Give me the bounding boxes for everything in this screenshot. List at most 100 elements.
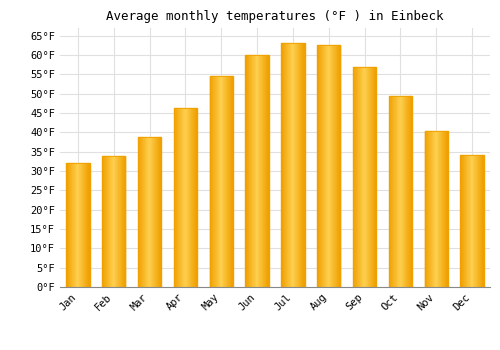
Bar (475, 155, 476, 287)
Bar (265, 55, 266, 287)
Bar (408, 96, 409, 287)
Bar (188, 108, 190, 287)
Bar (141, 137, 142, 287)
Bar (434, 131, 436, 287)
Bar (424, 131, 448, 287)
Bar (190, 108, 191, 287)
Bar (66, 162, 67, 287)
Bar (105, 156, 106, 287)
Bar (211, 76, 212, 287)
Bar (294, 43, 295, 287)
Bar (474, 155, 475, 287)
Bar (85, 162, 86, 287)
Bar (460, 155, 461, 287)
Bar (262, 55, 264, 287)
Bar (89, 162, 90, 287)
Bar (330, 45, 331, 287)
Bar (179, 108, 180, 287)
Bar (116, 156, 117, 287)
Bar (232, 76, 233, 287)
Bar (335, 45, 336, 287)
Bar (363, 66, 364, 287)
Bar (303, 43, 304, 287)
Bar (321, 45, 322, 287)
Bar (443, 131, 444, 287)
Bar (370, 66, 371, 287)
Bar (151, 137, 152, 287)
Bar (359, 66, 360, 287)
Bar (368, 66, 369, 287)
Bar (180, 108, 181, 287)
Bar (357, 66, 358, 287)
Bar (409, 96, 410, 287)
Bar (158, 137, 159, 287)
Bar (327, 45, 328, 287)
Bar (284, 43, 285, 287)
Bar (80, 162, 81, 287)
Bar (71, 162, 72, 287)
Bar (356, 66, 357, 287)
Bar (228, 76, 229, 287)
Bar (267, 55, 268, 287)
Bar (426, 131, 427, 287)
Bar (446, 131, 447, 287)
Bar (432, 131, 433, 287)
Bar (399, 96, 400, 287)
Bar (252, 55, 253, 287)
Bar (406, 96, 408, 287)
Bar (222, 76, 223, 287)
Bar (296, 43, 297, 287)
Bar (325, 45, 326, 287)
Bar (298, 43, 299, 287)
Bar (106, 156, 107, 287)
Bar (178, 108, 179, 287)
Bar (86, 162, 87, 287)
Bar (334, 45, 335, 287)
Bar (460, 155, 483, 287)
Bar (282, 43, 283, 287)
Bar (476, 155, 478, 287)
Bar (354, 66, 356, 287)
Bar (182, 108, 183, 287)
Bar (174, 108, 176, 287)
Bar (405, 96, 406, 287)
Bar (317, 45, 340, 287)
Bar (124, 156, 126, 287)
Bar (360, 66, 362, 287)
Bar (87, 162, 88, 287)
Bar (285, 43, 286, 287)
Bar (159, 137, 160, 287)
Bar (480, 155, 482, 287)
Bar (72, 162, 74, 287)
Bar (210, 76, 211, 287)
Bar (186, 108, 187, 287)
Bar (286, 43, 288, 287)
Bar (177, 108, 178, 287)
Bar (246, 55, 247, 287)
Bar (221, 76, 222, 287)
Bar (224, 76, 225, 287)
Bar (367, 66, 368, 287)
Bar (183, 108, 184, 287)
Bar (444, 131, 445, 287)
Bar (215, 76, 216, 287)
Bar (438, 131, 440, 287)
Bar (176, 108, 177, 287)
Bar (442, 131, 443, 287)
Bar (353, 66, 354, 287)
Bar (229, 76, 230, 287)
Bar (70, 162, 71, 287)
Bar (84, 162, 85, 287)
Bar (123, 156, 124, 287)
Bar (320, 45, 321, 287)
Bar (146, 137, 148, 287)
Bar (142, 137, 144, 287)
Bar (258, 55, 260, 287)
Bar (389, 96, 412, 287)
Bar (392, 96, 394, 287)
Bar (479, 155, 480, 287)
Bar (401, 96, 402, 287)
Bar (338, 45, 339, 287)
Bar (396, 96, 398, 287)
Bar (230, 76, 232, 287)
